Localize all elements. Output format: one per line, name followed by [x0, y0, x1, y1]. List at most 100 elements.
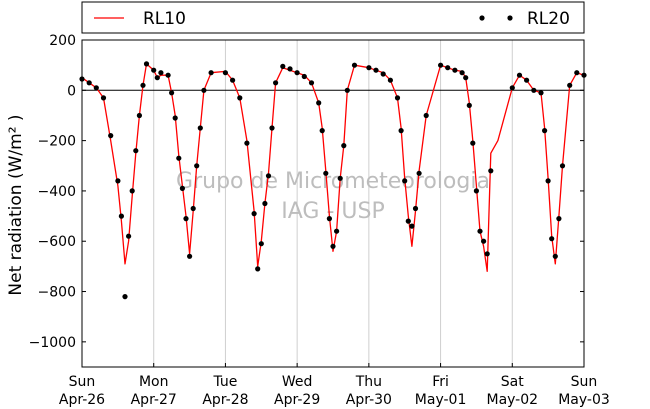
rl20-point [463, 75, 469, 81]
x-axis: Sun Apr-26 Mon Apr-27 Tue Apr-28 Wed Apr-29 Thu A… [59, 363, 610, 408]
rl20-point [143, 61, 150, 67]
rl20-point [100, 95, 107, 101]
rl20-point [118, 213, 124, 219]
rl20-point [509, 85, 515, 91]
x-tick-weekday: Tue [212, 374, 237, 390]
rl20-point [549, 236, 555, 242]
vertical-gridlines [153, 40, 513, 367]
rl20-point [366, 65, 372, 71]
rl20-point [373, 67, 379, 73]
rl10-line [81, 63, 585, 273]
rl20-point [387, 77, 393, 83]
rl20-point [136, 112, 142, 119]
legend-rl20-label: RL20 [527, 9, 570, 29]
rl20-point [330, 243, 336, 249]
rl20-point [380, 71, 386, 77]
rl20-point [201, 87, 207, 93]
y-axis: 200 0 −200 −400 −600 −800 −1000 [29, 33, 584, 351]
rl20-point [251, 211, 257, 217]
rl20-point [187, 253, 193, 259]
x-tick-date: May-01 [415, 392, 467, 408]
rl20-point [405, 218, 411, 224]
rl20-point [459, 70, 465, 76]
y-tick-label: −1000 [29, 335, 76, 351]
rl20-point [169, 90, 175, 96]
rl20-point [556, 216, 562, 222]
rl20-point [473, 188, 479, 194]
watermark-line-0: Grupo de Micrometeorologia [176, 169, 490, 194]
rl20-point [470, 140, 476, 146]
rl20-point [323, 170, 329, 176]
rl20-point [222, 70, 228, 76]
plot-frame [81, 39, 585, 368]
rl20-point [488, 168, 494, 174]
rl20-point [154, 75, 160, 81]
legend-rl20-dot-right [507, 15, 513, 21]
rl20-point [402, 178, 408, 184]
rl20-point [258, 241, 264, 247]
rl20-point [255, 266, 261, 272]
rl20-point [194, 163, 200, 169]
legend-rl10-label: RL10 [143, 9, 186, 29]
x-tick-date: Apr-27 [131, 392, 177, 408]
x-tick-weekday: Fri [432, 374, 449, 390]
rl20-point [122, 294, 128, 300]
rl20-point [176, 155, 182, 161]
rl20-point [230, 77, 236, 83]
rl20-point [341, 143, 347, 149]
y-tick-label: 200 [49, 33, 76, 49]
rl20-point [538, 90, 544, 96]
rl20-point [516, 72, 523, 78]
x-tick-date: Apr-29 [274, 392, 320, 408]
rl20-point [172, 115, 178, 121]
rl20-point [126, 233, 132, 239]
rl20-point [484, 251, 490, 257]
rl20-point [351, 62, 358, 68]
x-tick-weekday: Sun [571, 374, 598, 390]
rl20-point [237, 95, 243, 101]
rl20-point [294, 70, 300, 76]
y-tick-label: −200 [38, 134, 76, 150]
y-axis-label: Net radiation (W/m² ) [6, 114, 26, 295]
rl20-point [545, 178, 551, 184]
rl20-point [344, 87, 350, 93]
y-tick-label: −400 [38, 184, 76, 200]
y-tick-label: −600 [38, 234, 76, 250]
rl20-point [409, 223, 415, 229]
x-tick-date: Apr-28 [202, 392, 248, 408]
watermark-line-1: IAG - USP [281, 199, 384, 224]
rl20-point [179, 185, 185, 191]
x-tick-date: Apr-30 [346, 392, 392, 408]
rl20-point [86, 80, 92, 86]
rl20-point [93, 85, 99, 91]
series-rl10 [81, 63, 585, 273]
x-tick-weekday: Thu [355, 374, 382, 390]
rl20-point [183, 216, 189, 222]
rl20-point [394, 95, 401, 101]
rl20-point [308, 80, 315, 86]
rl20-point [301, 73, 307, 80]
rl20-point [190, 205, 196, 212]
rl20-point [129, 188, 135, 194]
rl20-point [165, 72, 171, 78]
rl20-point [481, 238, 487, 244]
watermark: Grupo de Micrometeorologia IAG - USP [176, 169, 490, 224]
x-tick-weekday: Sat [501, 374, 524, 390]
legend-rl20-dot-left [479, 15, 485, 21]
rl20-point [337, 175, 343, 181]
x-tick-weekday: Sun [69, 374, 96, 390]
rl20-point [262, 200, 268, 207]
rl20-point [567, 82, 573, 88]
legend: RL10 RL20 [81, 1, 585, 34]
rl20-point [438, 62, 444, 68]
rl20-point [452, 67, 458, 73]
rl20-point [265, 173, 272, 179]
rl20-point [319, 128, 325, 134]
rl20-point [133, 148, 139, 154]
x-tick-date: May-03 [558, 392, 610, 408]
rl20-point [524, 77, 530, 83]
rl20-point [574, 70, 580, 76]
rl20-point [466, 102, 472, 108]
rl20-point [244, 140, 250, 146]
